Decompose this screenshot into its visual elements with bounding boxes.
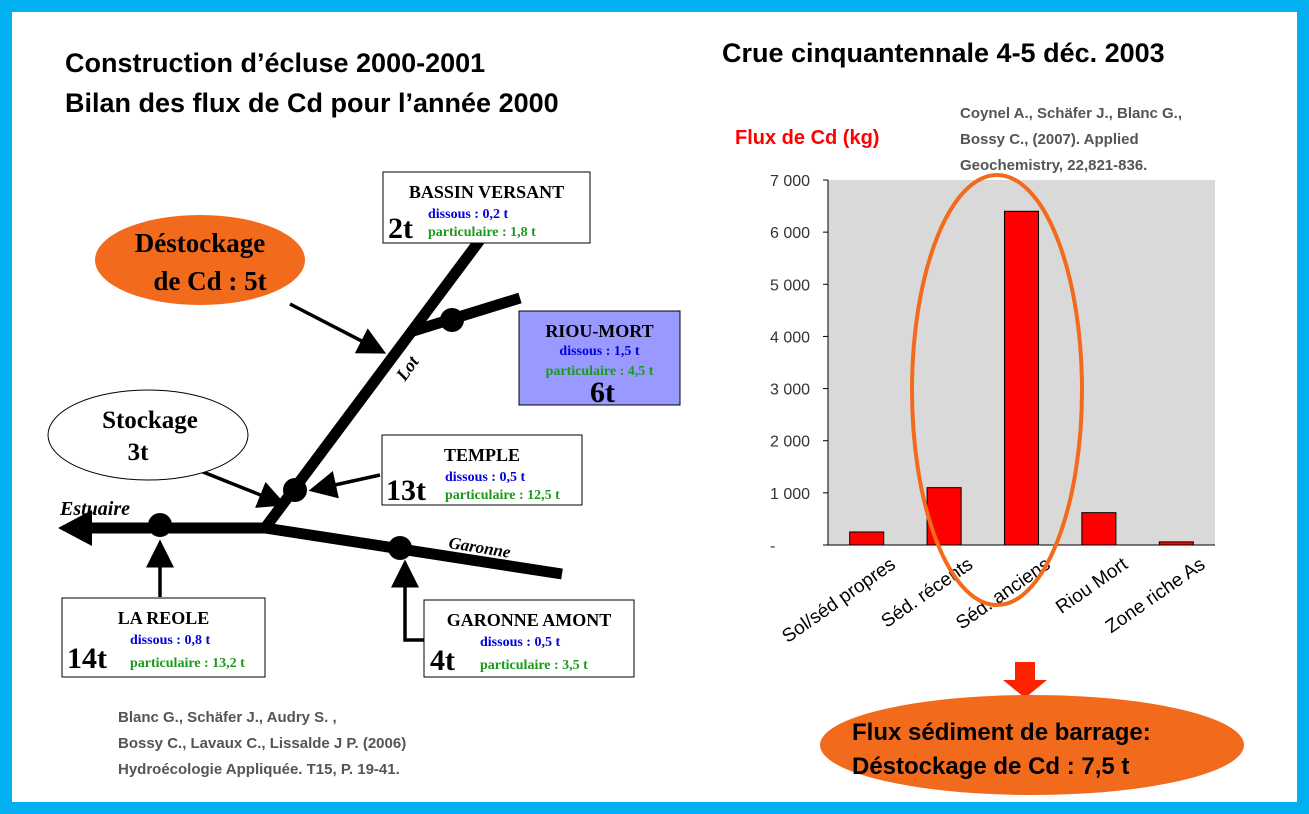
node-dissous: dissous : 0,8 t <box>130 633 210 648</box>
oval <box>47 389 249 481</box>
node-dissous: dissous : 0,5 t <box>445 470 525 485</box>
citation: Bossy C., Lavaux C., Lissalde J P. (2006… <box>118 735 406 752</box>
bar <box>1003 210 1040 546</box>
node-name: RIOU-MORT <box>545 321 653 341</box>
callout <box>820 695 1244 795</box>
oval-label: 3t <box>128 439 150 466</box>
y-tick-label: 2 000 <box>770 434 810 451</box>
node-dissous: dissous : 0,5 t <box>480 635 560 650</box>
citation: Geochemistry, 22,821-836. <box>960 157 1147 174</box>
node-name: TEMPLE <box>444 445 520 465</box>
left-title: Bilan des flux de Cd pour l’année 2000 <box>65 88 559 118</box>
callout-text: Flux sédiment de barrage: <box>852 719 1151 746</box>
bar <box>1081 512 1117 546</box>
chart-title: Crue cinquantennale 4-5 déc. 2003 <box>722 38 1165 68</box>
node-total: 13t <box>386 474 426 507</box>
node-total: 14t <box>67 642 107 675</box>
node-name: BASSIN VERSANT <box>409 182 564 202</box>
node-total: 2t <box>388 212 413 245</box>
y-tick-label: 1 000 <box>770 486 810 503</box>
y-tick-label: 5 000 <box>770 277 810 294</box>
bar <box>926 487 962 546</box>
node-total: 4t <box>430 644 455 677</box>
node-box <box>423 599 635 678</box>
node-name: LA REOLE <box>118 608 210 628</box>
node-box <box>382 171 591 244</box>
y-axis-label: Flux de Cd (kg) <box>735 127 879 149</box>
citation: Bossy C., (2007). Applied <box>960 131 1139 148</box>
node-particulaire: particulaire : 12,5 t <box>445 488 560 503</box>
y-tick-label: 7 000 <box>770 173 810 190</box>
node-particulaire: particulaire : 1,8 t <box>428 225 536 240</box>
y-tick-label: 4 000 <box>770 329 810 346</box>
citation: Hydroécologie Appliquée. T15, P. 19-41. <box>118 761 400 778</box>
river-network <box>58 236 563 642</box>
node-box <box>381 434 583 506</box>
oval-label: Déstockage <box>135 228 265 258</box>
oval-label: de Cd : 5t <box>153 266 266 296</box>
node-name: GARONNE AMONT <box>447 610 612 630</box>
node-box <box>518 310 681 406</box>
bar <box>849 531 885 546</box>
node-total: 6t <box>590 376 615 409</box>
left-title: Construction d’écluse 2000-2001 <box>65 48 485 78</box>
node-box <box>61 597 266 678</box>
highlight <box>910 173 1084 607</box>
node-dissous: dissous : 0,2 t <box>428 207 508 222</box>
citation: Coynel A., Schäfer J., Blanc G., <box>960 105 1182 122</box>
y-tick-label: 3 000 <box>770 382 810 399</box>
citation: Blanc G., Schäfer J., Audry S. , <box>118 709 337 726</box>
river-label: Estuaire <box>59 498 130 520</box>
callout-text: Déstockage de Cd : 7,5 t <box>852 753 1129 780</box>
oval-label: Stockage <box>102 407 198 434</box>
node-particulaire: particulaire : 13,2 t <box>130 656 245 671</box>
arrow <box>1003 662 1047 698</box>
oval <box>95 215 305 305</box>
node-particulaire: particulaire : 3,5 t <box>480 658 588 673</box>
node-particulaire: particulaire : 4,5 t <box>546 364 654 379</box>
y-tick-label: 6 000 <box>770 225 810 242</box>
y-tick-label: - <box>770 538 775 555</box>
node-dissous: dissous : 1,5 t <box>559 344 639 359</box>
